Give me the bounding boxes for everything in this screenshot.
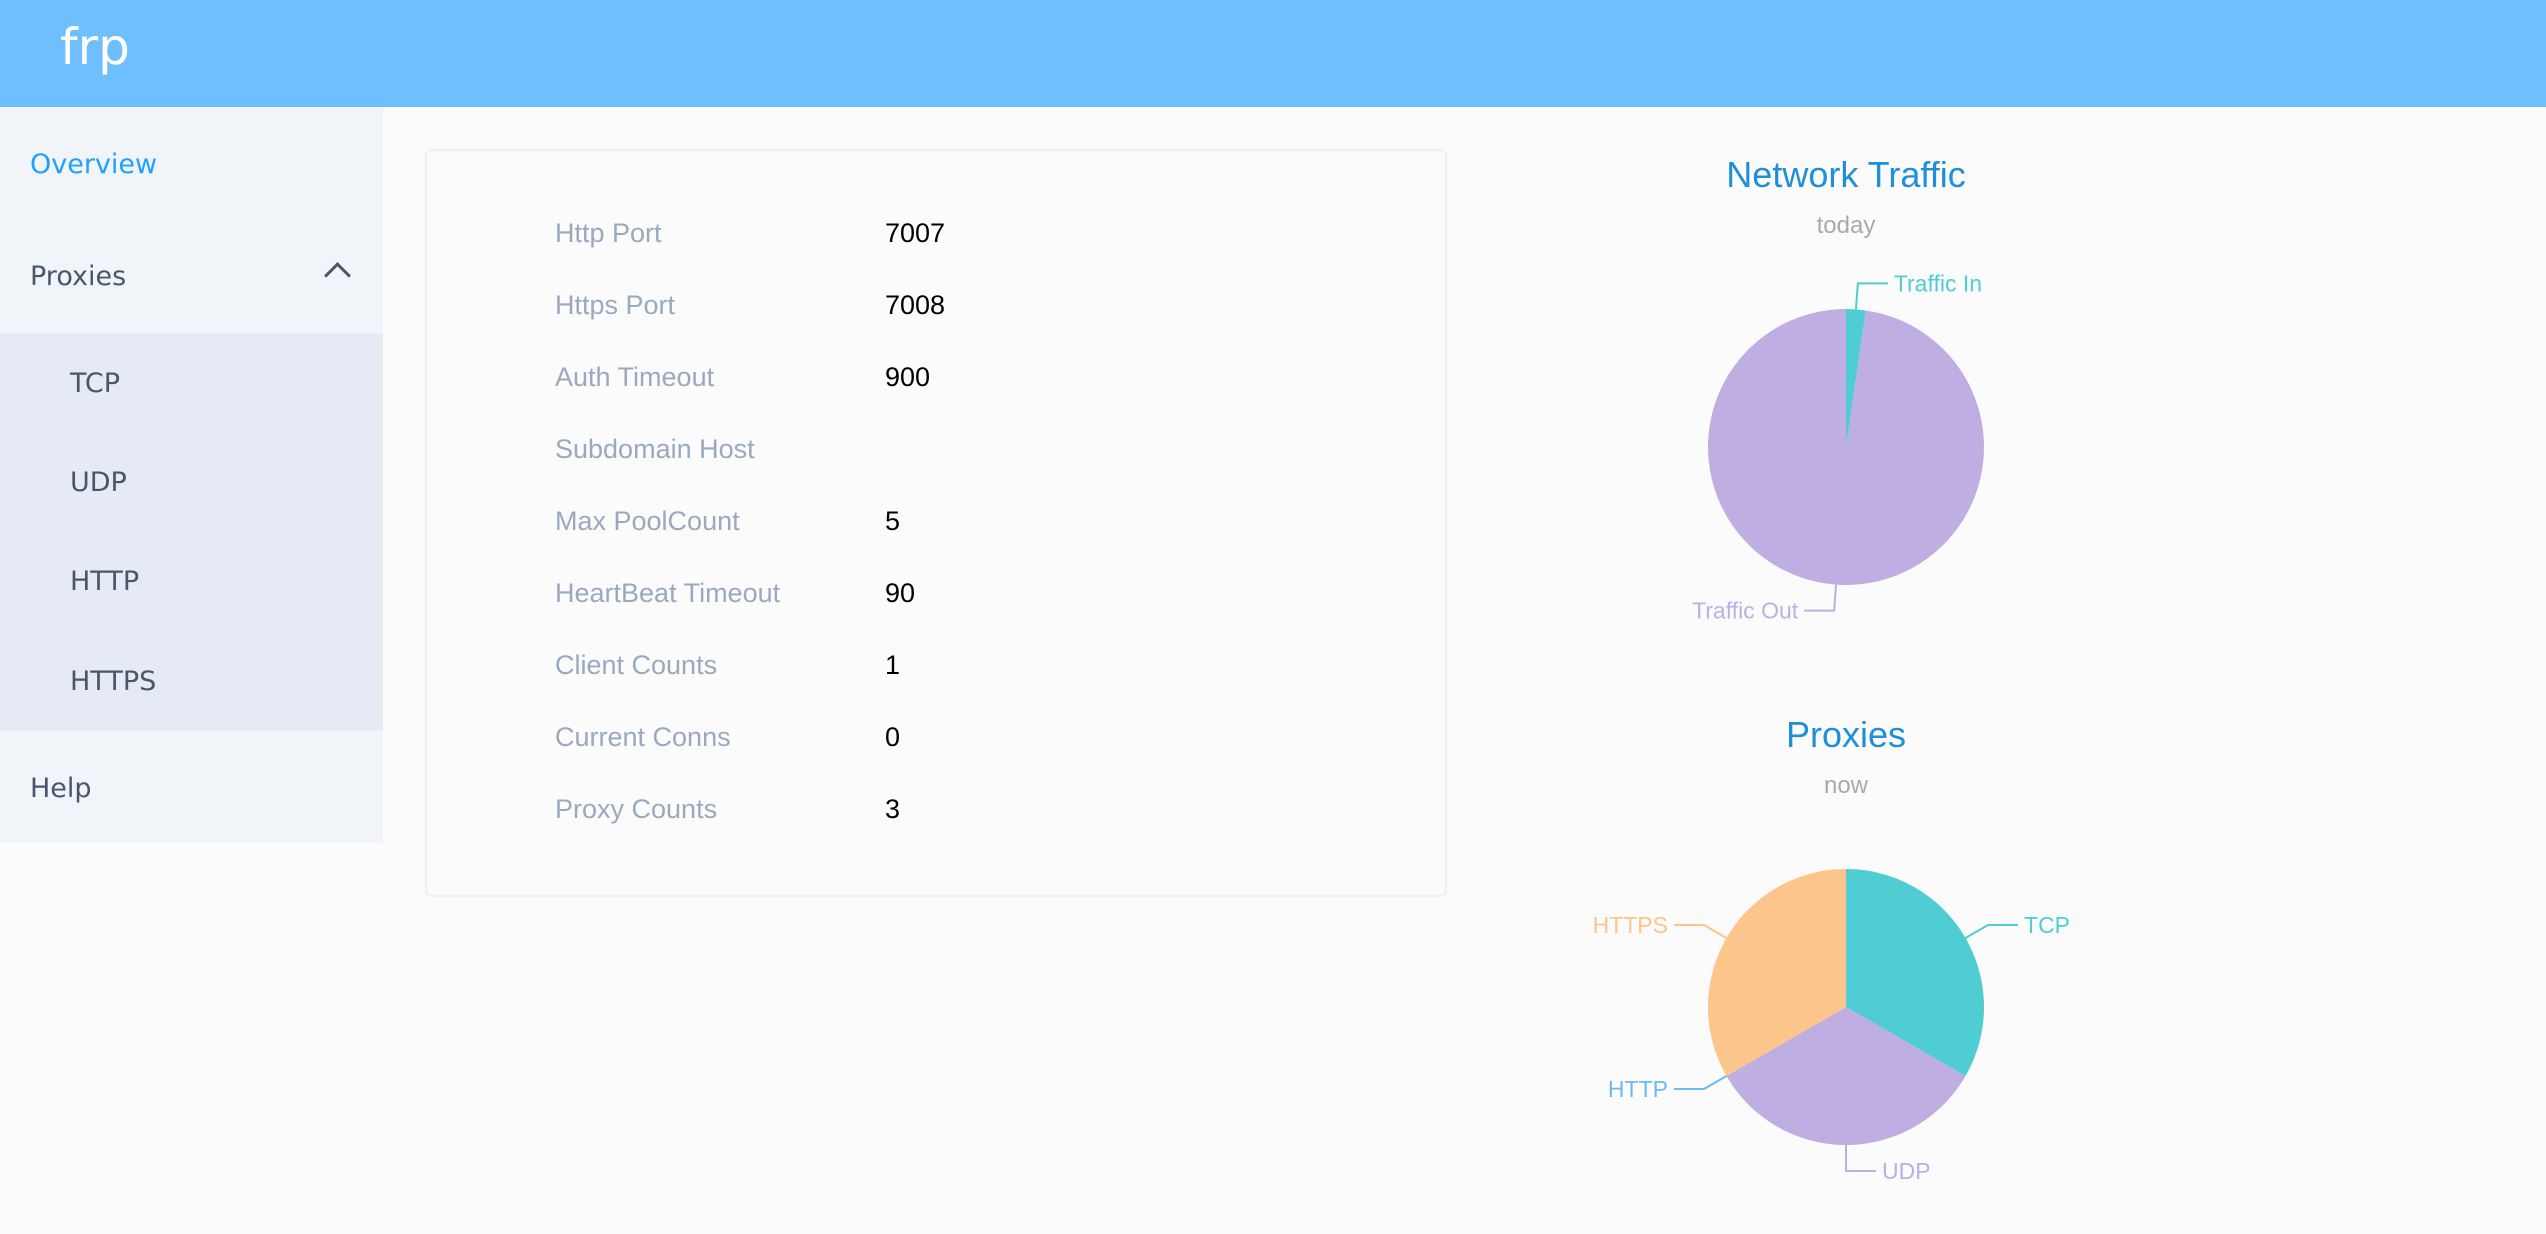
sidebar-item-help[interactable]: Help: [0, 738, 383, 838]
info-label: Client Counts: [555, 650, 718, 680]
label-line-udp: [1845, 1145, 1876, 1172]
info-value: 5: [885, 506, 901, 536]
label-line-traffic-in: [1854, 282, 1888, 310]
traffic-pie: Traffic In Traffic Out: [1692, 270, 1984, 624]
slice-label-traffic-in: Traffic In: [1894, 270, 1982, 296]
sidebar-item-label: TCP: [70, 367, 121, 399]
info-label: Http Port: [555, 218, 662, 248]
pie-slice-udp[interactable]: [1726, 1007, 1966, 1145]
pie-slice-tcp[interactable]: [1846, 869, 1984, 1076]
sidebar-item-https[interactable]: HTTPS: [0, 631, 383, 731]
chevron-up-icon: [324, 262, 351, 289]
sidebar: Overview Proxies TCP UDP HTTP HTTPS Help: [0, 107, 383, 843]
sidebar-item-tcp[interactable]: TCP: [0, 333, 383, 433]
sidebar-item-label: Help: [30, 772, 92, 804]
label-line-traffic-out: [1804, 584, 1838, 612]
proxies-submenu: TCP UDP HTTP HTTPS: [0, 333, 383, 731]
info-label: Subdomain Host: [555, 434, 755, 464]
info-value: 1: [885, 650, 901, 680]
info-label: Auth Timeout: [555, 362, 715, 392]
sidebar-item-label: HTTPS: [70, 665, 157, 697]
pie-slice-traffic-out[interactable]: [1708, 309, 1984, 586]
chart-title: Network Traffic: [1726, 154, 1966, 195]
info-value: 7007: [885, 218, 946, 248]
slice-label-http: HTTP: [1608, 1076, 1668, 1102]
top-header: frp: [0, 0, 2546, 107]
sidebar-item-label: Proxies: [30, 260, 127, 292]
label-line-https: [1673, 924, 1727, 939]
sidebar-item-label: UDP: [70, 466, 127, 498]
pie-slice-traffic-in[interactable]: [1846, 309, 1866, 447]
info-label: Current Conns: [555, 722, 731, 752]
slice-label-tcp: TCP: [2024, 912, 2070, 938]
chart-subtitle: now: [1823, 772, 1869, 799]
sidebar-item-http[interactable]: HTTP: [0, 531, 383, 631]
info-label: Https Port: [555, 290, 676, 320]
network-traffic-chart: Network Traffic today Traffic In Traffic …: [1500, 150, 2200, 670]
chart-title: Proxies: [1785, 714, 1907, 755]
label-line-http: [1673, 1075, 1727, 1090]
slice-label-udp: UDP: [1882, 1158, 1931, 1184]
sidebar-item-proxies[interactable]: Proxies: [0, 226, 383, 326]
info-value: 0: [885, 722, 901, 752]
sidebar-item-udp[interactable]: UDP: [0, 432, 383, 532]
logo: frp: [60, 18, 130, 76]
sidebar-item-overview[interactable]: Overview: [0, 114, 383, 214]
info-value: 7008: [885, 290, 946, 320]
slice-label-https: HTTPS: [1593, 912, 1668, 938]
pie-slice-https[interactable]: [1708, 869, 1846, 1076]
chart-subtitle: today: [1816, 212, 1876, 239]
proxies-chart: Proxies now TCP UDP HTTP HTTPS: [1500, 710, 2200, 1234]
info-label: HeartBeat Timeout: [555, 578, 781, 608]
info-value: 900: [885, 362, 931, 392]
label-line-tcp: [1965, 924, 2019, 939]
info-label: Max PoolCount: [555, 506, 740, 536]
proxies-pie: TCP UDP HTTP HTTPS: [1593, 869, 2070, 1184]
info-value: 90: [885, 578, 916, 608]
server-info-card: Http Port 7007 Https Port 7008 Auth Timeou…: [425, 149, 1447, 897]
info-label: Proxy Counts: [555, 794, 718, 824]
info-value: 3: [885, 794, 901, 824]
slice-label-traffic-out: Traffic Out: [1692, 598, 1799, 624]
sidebar-item-label: Overview: [30, 148, 158, 180]
sidebar-item-label: HTTP: [70, 565, 140, 597]
